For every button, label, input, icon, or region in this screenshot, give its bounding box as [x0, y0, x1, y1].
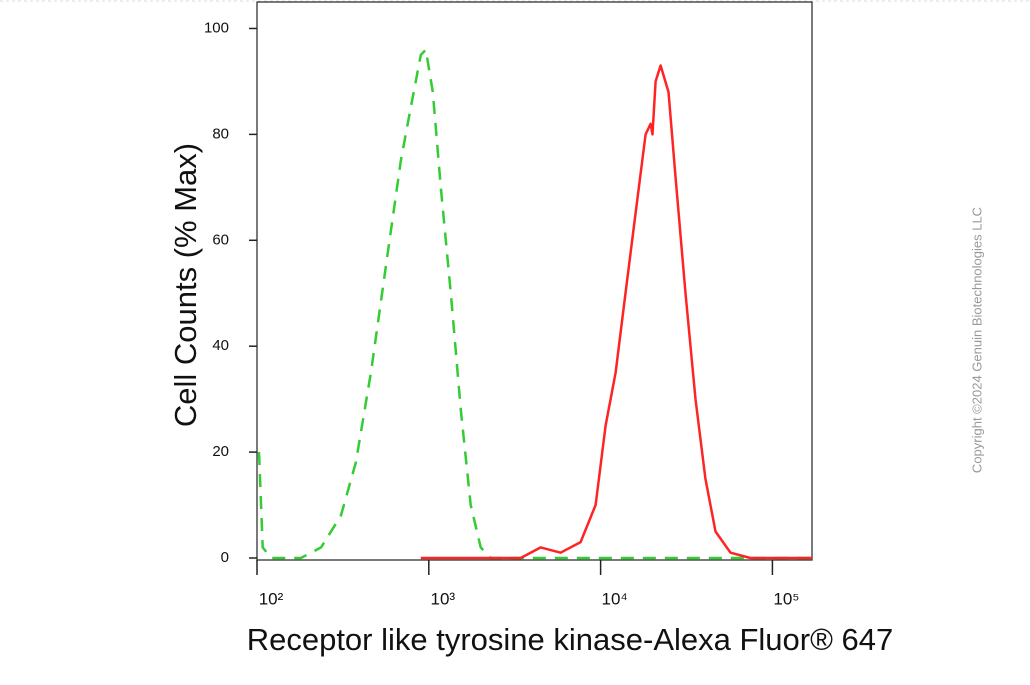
y-tick-label: 0 — [221, 549, 229, 566]
x-tick-label: 10³ — [431, 589, 456, 608]
x-tick-label: 10⁴ — [601, 589, 627, 608]
x-tick-label: 10⁵ — [773, 589, 799, 608]
plot-frame — [256, 1, 813, 561]
y-tick-label: 60 — [212, 231, 229, 248]
y-tick-label: 40 — [212, 337, 229, 354]
y-tick-label: 80 — [212, 125, 229, 142]
x-axis-label: Receptor like tyrosine kinase-Alexa Fluo… — [247, 622, 894, 657]
y-axis-label: Cell Counts (% Max) — [168, 143, 203, 427]
x-tick-label: 10² — [259, 589, 284, 608]
y-tick-label: 100 — [204, 19, 229, 36]
series-line — [257, 48, 812, 560]
y-tick-label: 20 — [212, 443, 229, 460]
copyright: Copyright ©2024 Genuin Biotechnologies L… — [969, 207, 984, 473]
series-line — [420, 64, 812, 560]
